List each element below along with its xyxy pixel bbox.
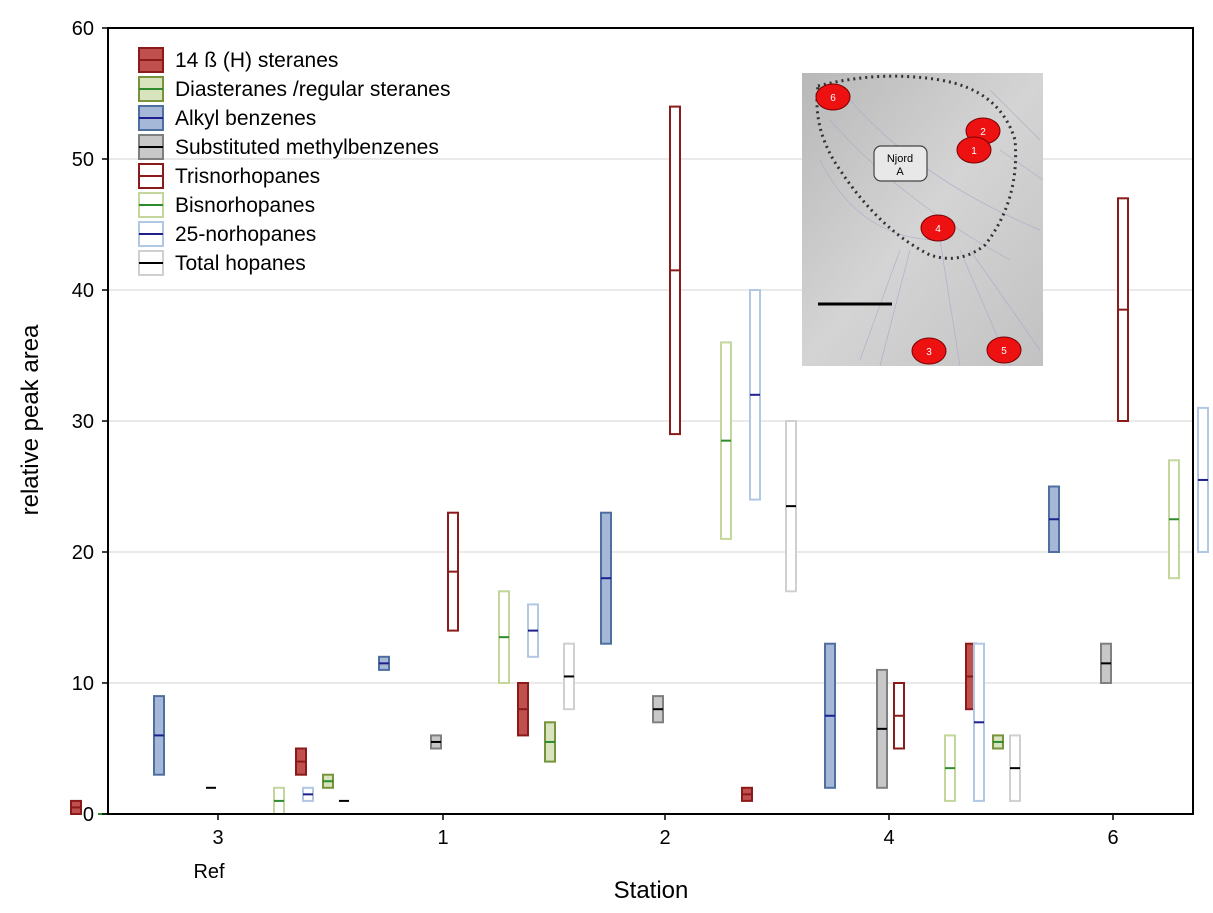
x-tick-sublabel: Ref	[193, 861, 225, 883]
y-tick-label: 60	[72, 18, 94, 40]
x-tick-label: 2	[659, 827, 670, 849]
x-tick-label: 1	[437, 827, 448, 849]
legend-label: Alkyl benzenes	[175, 107, 316, 130]
legend-item: 14 ß (H) steranes	[138, 47, 338, 73]
legend-label: 25-norhopanes	[175, 223, 316, 246]
plot-series	[70, 105, 1209, 816]
station-marker	[911, 337, 947, 365]
legend-item: Alkyl benzenes	[138, 105, 316, 131]
x-tick-label: 4	[883, 827, 894, 849]
legend: 14 ß (H) steranes Diasteranes /regular st…	[138, 47, 450, 276]
legend-label: Substituted methylbenzenes	[175, 136, 439, 159]
station-marker-label: 1	[971, 146, 977, 157]
inset-map: Njord A 6 21 4 3 5	[802, 73, 1044, 367]
station-marker-label: 4	[935, 224, 941, 235]
y-tick-label: 40	[72, 280, 94, 302]
x-tick-label: 3	[212, 827, 223, 849]
legend-item: Substituted methylbenzenes	[138, 134, 439, 160]
x-tick-label: 6	[1107, 827, 1118, 849]
series-group	[98, 721, 1004, 815]
platform-label: Njord	[887, 153, 913, 165]
legend-label: Trisnorhopanes	[175, 165, 320, 188]
station-marker-label: 5	[1001, 346, 1007, 357]
y-tick-label: 0	[83, 804, 94, 826]
series-group	[206, 642, 1112, 789]
station-marker-label: 3	[926, 347, 932, 358]
series-group	[339, 420, 1021, 802]
station-marker	[920, 214, 956, 242]
station-marker	[986, 336, 1022, 364]
station-marker-label: 2	[980, 127, 986, 138]
legend-label: Total hopanes	[175, 252, 306, 275]
legend-label: Diasteranes /regular steranes	[175, 78, 450, 101]
platform-box	[873, 145, 928, 182]
station-marker-label: 6	[830, 93, 836, 104]
x-axis-title: Station	[614, 877, 689, 904]
legend-item: Bisnorhopanes	[138, 192, 315, 218]
series-group	[302, 289, 1209, 802]
y-axis-title: relative peak area	[17, 324, 44, 515]
series-group	[223, 105, 1129, 815]
station-marker	[956, 136, 992, 164]
station-marker	[815, 83, 851, 111]
platform-label-2: A	[896, 166, 904, 178]
y-tick-label: 50	[72, 149, 94, 171]
legend-item: 25-norhopanes	[138, 221, 316, 247]
legend-label: 14 ß (H) steranes	[175, 49, 338, 72]
y-tick-label: 10	[72, 673, 94, 695]
series-group	[273, 341, 1180, 815]
legend-item: Trisnorhopanes	[138, 163, 320, 189]
map-background	[802, 73, 1043, 366]
legend-item: Total hopanes	[138, 250, 306, 276]
y-tick-label: 20	[72, 542, 94, 564]
legend-label: Bisnorhopanes	[175, 194, 315, 217]
y-tick-label: 30	[72, 411, 94, 433]
legend-item: Diasteranes /regular steranes	[138, 76, 450, 102]
series-group	[153, 485, 1060, 789]
